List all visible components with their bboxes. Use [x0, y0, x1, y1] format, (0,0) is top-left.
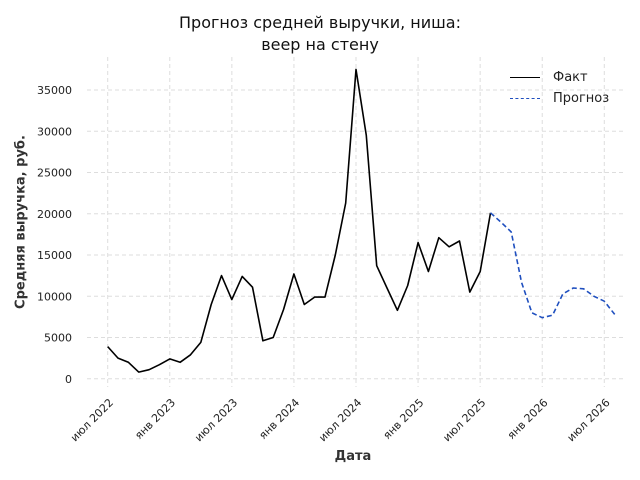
y-tick-label: 20000	[37, 208, 72, 221]
x-tick-label: июл 2026	[565, 396, 613, 444]
x-tick-label: июл 2022	[68, 396, 116, 444]
legend-item-forecast: Прогноз	[510, 88, 609, 109]
x-tick-label: июл 2023	[192, 396, 240, 444]
series-lines	[107, 68, 616, 373]
grid-lines	[87, 57, 625, 387]
y-tick-label: 15000	[37, 249, 72, 262]
x-tick-labels: июл 2022 янв 2023 июл 2023 янв 2024 июл 2024…	[68, 396, 613, 444]
x-tick-label: янв 2025	[381, 396, 427, 442]
y-tick-label: 10000	[37, 290, 72, 303]
y-tick-label: 0	[65, 373, 72, 386]
chart-title-line-2: веер на стену	[261, 35, 379, 54]
x-tick-label: июл 2025	[440, 396, 488, 444]
y-tick-label: 35000	[37, 84, 72, 97]
y-tick-label: 5000	[44, 332, 72, 345]
x-tick-label: янв 2023	[132, 396, 178, 442]
x-axis-label: Дата	[334, 449, 372, 464]
legend-label-forecast: Прогноз	[553, 91, 610, 106]
y-tick-labels: 0 5000 10000 15000 20000 25000 30000 35000	[37, 84, 72, 386]
legend-swatch-fact	[510, 77, 540, 78]
y-tick-label: 25000	[37, 167, 72, 180]
x-tick-label: янв 2026	[505, 396, 551, 442]
series-line-forecast	[489, 212, 616, 319]
legend: Факт Прогноз	[510, 67, 609, 109]
y-axis-label: Средняя выручка, руб.	[13, 135, 29, 309]
legend-label-fact: Факт	[553, 70, 588, 85]
x-tick-label: янв 2024	[256, 396, 302, 442]
x-tick-label: июл 2024	[316, 396, 364, 444]
legend-swatch-forecast	[510, 98, 540, 99]
chart-title-line-1: Прогноз средней выручки, ниша:	[179, 13, 461, 32]
series-line-fact	[107, 68, 492, 373]
legend-item-fact: Факт	[510, 67, 609, 88]
y-tick-label: 30000	[37, 125, 72, 138]
